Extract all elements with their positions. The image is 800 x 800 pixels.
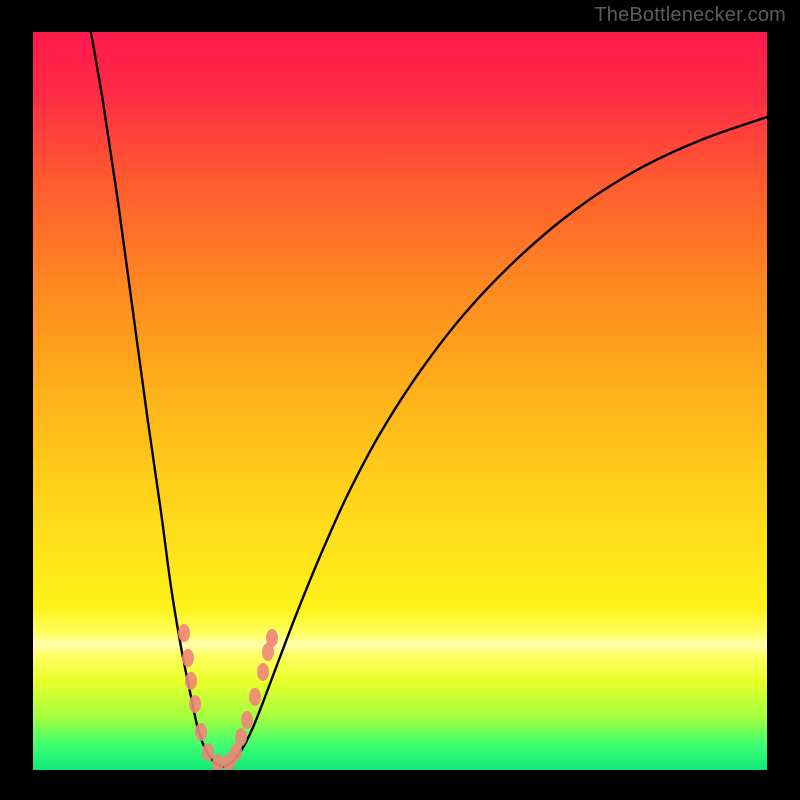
curve-marker — [178, 624, 190, 642]
curve-marker — [266, 629, 278, 647]
marker-group — [178, 624, 278, 770]
curve-marker — [202, 743, 214, 761]
curve-marker — [257, 663, 269, 681]
watermark-text: TheBottlenecker.com — [594, 4, 786, 27]
curve-marker — [185, 672, 197, 690]
curve-layer — [33, 32, 767, 770]
curve-marker — [235, 728, 247, 746]
curve-marker — [241, 711, 253, 729]
curve-marker — [182, 649, 194, 667]
curve-marker — [249, 688, 261, 706]
curve-marker — [189, 695, 201, 713]
curve-marker — [195, 723, 207, 741]
bottleneck-plot — [33, 32, 767, 770]
curve-marker — [212, 754, 224, 770]
